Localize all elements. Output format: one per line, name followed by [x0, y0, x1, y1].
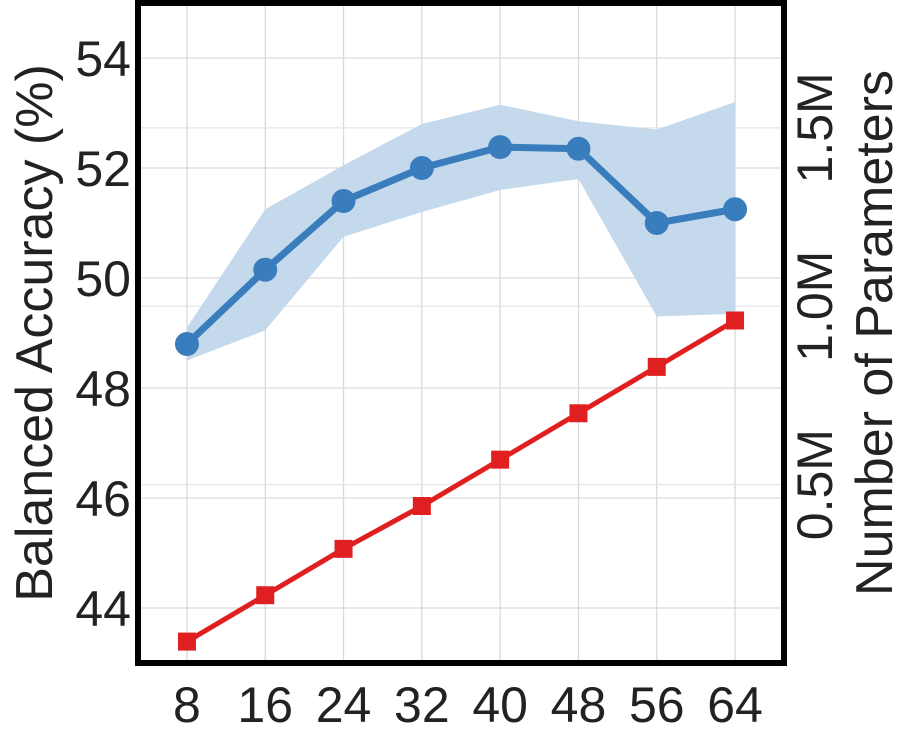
- data-point: [174, 332, 199, 356]
- tick-labels: 8 16 24 32 40 48 56 64 44 46 48 50 52 54 0.5M 1.0M 1.5M: [75, 31, 843, 731]
- data-point: [726, 311, 745, 330]
- y2-tick-label: 1.0M: [787, 251, 843, 362]
- series-line: [184, 143, 736, 347]
- data-point: [723, 197, 748, 222]
- data-point: [253, 257, 278, 282]
- data-point: [488, 135, 513, 160]
- x-tick-label: 64: [707, 677, 763, 731]
- y-tick-label: 50: [75, 251, 131, 307]
- data-point: [177, 632, 196, 651]
- y-axis-label: Balanced Accuracy (%): [6, 64, 64, 602]
- x-tick-label: 8: [173, 677, 201, 731]
- plot-frame: [135, 0, 787, 666]
- x-tick-label: 56: [629, 677, 685, 731]
- data-point: [566, 136, 591, 161]
- data-point: [569, 404, 588, 423]
- x-tick-label: 32: [394, 677, 450, 731]
- y-tick-label: 44: [75, 581, 131, 637]
- data-point: [409, 156, 434, 180]
- data-point: [334, 539, 353, 558]
- y-tick-label: 52: [75, 141, 131, 197]
- y-tick-label: 48: [75, 361, 131, 417]
- y2-tick-label: 1.5M: [787, 72, 843, 183]
- y2-axis-label: Number of Parameters: [846, 70, 904, 596]
- data-point: [491, 450, 510, 469]
- x-tick-label: 24: [316, 677, 372, 731]
- x-tick-label: 16: [237, 677, 293, 731]
- y-tick-label: 54: [75, 31, 131, 87]
- x-tick-label: 48: [551, 677, 607, 731]
- y2-tick-label: 0.5M: [787, 429, 843, 540]
- data-point: [331, 189, 356, 213]
- series-lines: [174, 135, 748, 651]
- data-point: [256, 586, 275, 605]
- y-tick-label: 46: [75, 471, 131, 527]
- x-tick-label: 40: [472, 677, 528, 731]
- data-point: [644, 211, 669, 235]
- data-point: [412, 497, 431, 516]
- data-point: [647, 357, 666, 376]
- series-line: [185, 318, 737, 644]
